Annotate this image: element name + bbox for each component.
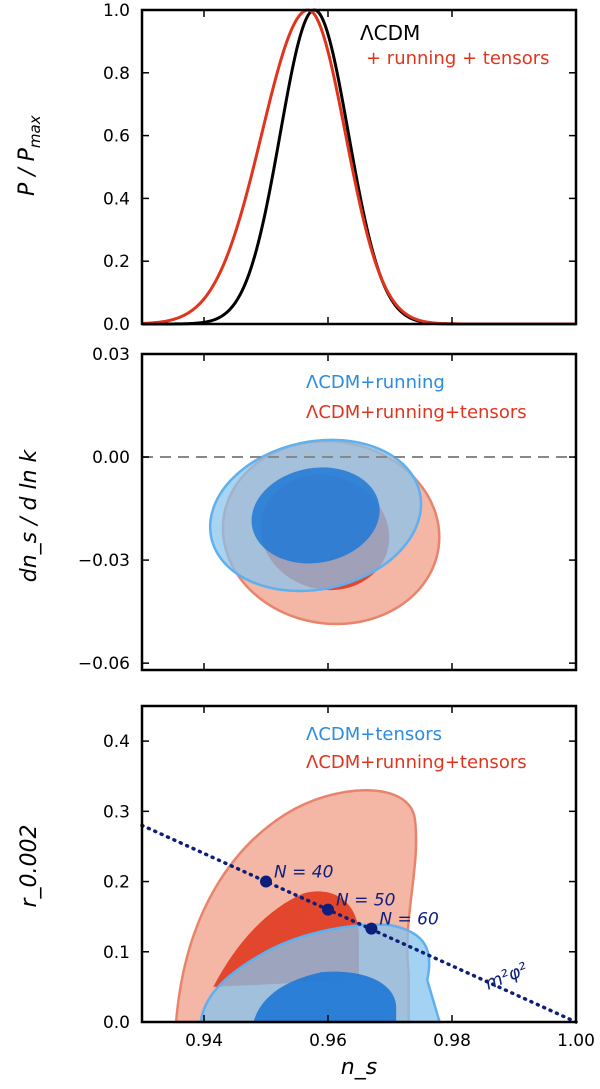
efold-point-3: [365, 922, 378, 935]
efold-label-1: N = 40: [274, 863, 333, 883]
tensor-ylabel: r_0.002: [17, 824, 42, 907]
posterior-ytick-label: 0.4: [103, 189, 130, 209]
tensor-ytick-label: 0.2: [103, 873, 130, 893]
tensor-ytick-label: 0.3: [103, 802, 130, 822]
efold-point-2: [322, 903, 334, 916]
posterior-ylabel: P / Pmax: [15, 115, 44, 196]
ns-xlabel: n_s: [341, 1055, 377, 1080]
tensor-xtick-label: 0.94: [185, 1031, 223, 1051]
running-ylabel: dn_s / d ln k: [17, 448, 42, 582]
running-ytick-label: 0.00: [92, 448, 130, 468]
tensor-xtick-label: 0.96: [309, 1031, 347, 1051]
running-ytick-label: −0.03: [78, 551, 130, 571]
legend-lcdm: ΛCDM: [360, 21, 420, 45]
panel-tensors-frame: [140, 704, 578, 1024]
efold-point-1: [260, 875, 272, 888]
tensor-ytick-label: 0.4: [103, 732, 130, 752]
running-ytick-label: −0.06: [78, 654, 130, 674]
panel-posterior: 0.0 0.2 0.4 0.6 0.8 1.0 ΛCDM + running + tens…: [15, 1, 578, 335]
running-ytick-label: 0.03: [92, 345, 130, 365]
legend-lcdm-running: ΛCDM+running: [306, 372, 445, 393]
legend-lcdm-running-tensors: ΛCDM+running+tensors: [306, 402, 527, 423]
panel-running-frame: [140, 352, 578, 672]
posterior-ytick-label: 0.8: [103, 64, 130, 84]
tensor-xtick-label: 0.98: [433, 1031, 471, 1051]
efold-label-2: N = 50: [336, 891, 395, 911]
panel-posterior-frame: [140, 8, 578, 326]
legend-lcdm-tensors: ΛCDM+tensors: [306, 724, 442, 745]
tensor-xtick-label: 1.00: [557, 1031, 595, 1051]
posterior-ytick-label: 1.0: [103, 1, 130, 21]
posterior-ytick-label: 0.0: [103, 315, 130, 335]
panel-tensors: N = 40N = 50N = 60 m²φ² 0.00.10.20.30.40…: [17, 704, 595, 1080]
posterior-ytick-label: 0.6: [103, 127, 130, 147]
blue-contour-68-tensors: [253, 971, 397, 1022]
m2phi2-model-line: [140, 823, 578, 1024]
legend-lcdm-running-tensors-2: ΛCDM+running+tensors: [306, 752, 527, 773]
tensor-ytick-label: 0.0: [103, 1013, 130, 1033]
posterior-ytick-label: 0.2: [103, 252, 130, 272]
panel-running: 0.03 0.00 −0.03 −0.06 ΛCDM+running ΛCDM+run…: [17, 345, 578, 674]
tensor-ytick-label: 0.1: [103, 943, 130, 963]
legend-running-tensors: + running + tensors: [366, 48, 550, 69]
efold-label-3: N = 60: [379, 910, 438, 930]
blue-contour-68: [251, 467, 380, 564]
